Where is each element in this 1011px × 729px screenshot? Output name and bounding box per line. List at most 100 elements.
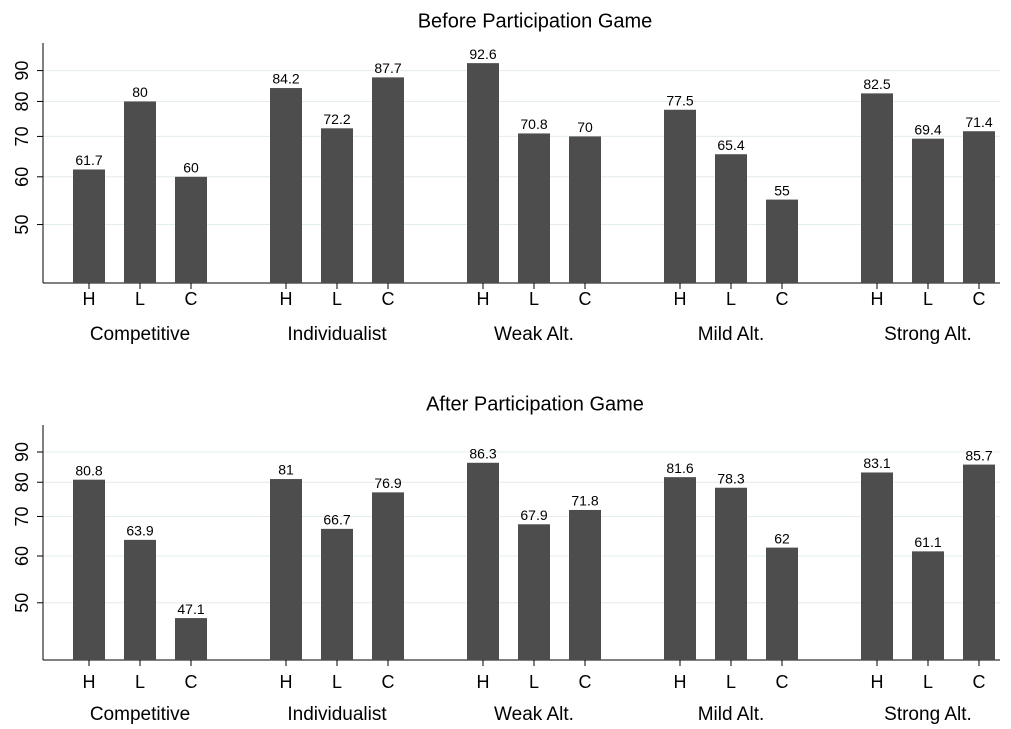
value-label: 86.3: [469, 445, 496, 461]
x-tick-label: L: [529, 289, 539, 309]
bar: [175, 176, 207, 283]
value-label: 80.8: [75, 462, 102, 478]
y-tick-label: 90: [12, 61, 32, 81]
value-label: 81: [278, 462, 294, 478]
x-tick-label: L: [332, 289, 342, 309]
group-label: Mild Alt.: [698, 324, 765, 345]
bar: [124, 539, 156, 660]
value-label: 85.7: [965, 447, 992, 463]
value-label: 70: [577, 119, 593, 135]
value-label: 81.6: [666, 460, 693, 476]
value-label: 66.7: [323, 512, 350, 528]
value-label: 78.3: [717, 470, 744, 486]
bar: [766, 199, 798, 283]
group-label: Mild Alt.: [698, 704, 765, 725]
value-label: 55: [774, 182, 790, 198]
bar: [467, 462, 499, 660]
x-tick-label: L: [529, 672, 539, 692]
x-tick-label: L: [726, 672, 736, 692]
x-tick-label: L: [923, 672, 933, 692]
value-label: 62: [774, 530, 790, 546]
y-tick-label: 70: [12, 126, 32, 146]
y-tick-label: 90: [12, 442, 32, 462]
value-label: 83.1: [863, 455, 890, 471]
bar: [73, 169, 105, 283]
y-tick-label: 80: [12, 91, 32, 111]
y-tick-label: 60: [12, 167, 32, 187]
bar: [664, 109, 696, 283]
group-label: Weak Alt.: [494, 704, 574, 725]
group-label: Strong Alt.: [884, 704, 972, 725]
x-tick-label: H: [280, 672, 293, 692]
bar: [372, 77, 404, 283]
value-label: 47.1: [177, 601, 204, 617]
value-label: 70.8: [520, 116, 547, 132]
bar: [569, 136, 601, 283]
y-tick-label: 50: [12, 593, 32, 613]
bar: [664, 477, 696, 660]
bar: [175, 618, 207, 660]
value-label: 71.4: [965, 114, 992, 130]
x-tick-label: L: [135, 289, 145, 309]
bar: [715, 154, 747, 283]
y-tick-label: 70: [12, 506, 32, 526]
value-label: 71.8: [571, 493, 598, 509]
bar: [321, 528, 353, 660]
x-tick-label: L: [726, 289, 736, 309]
group-label: Strong Alt.: [884, 324, 972, 345]
x-tick-label: H: [674, 672, 687, 692]
y-tick-label: 80: [12, 472, 32, 492]
x-tick-label: C: [185, 289, 198, 309]
value-label: 61.7: [75, 152, 102, 168]
bar: [518, 524, 550, 660]
bar: [912, 138, 944, 283]
bar: [715, 487, 747, 660]
x-tick-label: C: [579, 289, 592, 309]
x-tick-label: H: [83, 289, 96, 309]
bar: [372, 492, 404, 660]
bar: [270, 479, 302, 660]
bar: [861, 472, 893, 660]
bar: [124, 101, 156, 283]
bar: [569, 509, 601, 660]
bar: [861, 93, 893, 284]
value-label: 87.7: [374, 60, 401, 76]
value-label: 61.1: [914, 534, 941, 550]
bar: [766, 547, 798, 660]
value-label: 76.9: [374, 475, 401, 491]
x-tick-label: C: [185, 672, 198, 692]
value-label: 80: [132, 84, 148, 100]
x-tick-label: H: [871, 672, 884, 692]
x-tick-label: H: [280, 289, 293, 309]
group-label: Competitive: [90, 704, 190, 725]
value-label: 82.5: [863, 76, 890, 92]
x-tick-label: C: [973, 672, 986, 692]
value-label: 72.2: [323, 111, 350, 127]
group-label: Weak Alt.: [494, 324, 574, 345]
x-tick-label: C: [776, 672, 789, 692]
bar: [270, 88, 302, 283]
bar: [73, 479, 105, 660]
group-label: Competitive: [90, 324, 190, 345]
x-tick-label: H: [871, 289, 884, 309]
bar: [467, 63, 499, 283]
value-label: 65.4: [717, 137, 744, 153]
x-tick-label: H: [83, 672, 96, 692]
x-tick-label: C: [579, 672, 592, 692]
bar: [321, 128, 353, 283]
x-tick-label: L: [332, 672, 342, 692]
x-tick-label: H: [477, 289, 490, 309]
value-label: 60: [183, 160, 199, 176]
group-label: Individualist: [287, 704, 387, 725]
chart-title: Before Participation Game: [418, 10, 653, 32]
x-tick-label: L: [135, 672, 145, 692]
x-tick-label: L: [923, 289, 933, 309]
x-tick-label: C: [973, 289, 986, 309]
chart-title: After Participation Game: [426, 393, 644, 415]
value-label: 84.2: [272, 71, 299, 87]
y-tick-label: 50: [12, 215, 32, 235]
bar: [912, 551, 944, 660]
bar: [963, 131, 995, 283]
x-tick-label: H: [674, 289, 687, 309]
